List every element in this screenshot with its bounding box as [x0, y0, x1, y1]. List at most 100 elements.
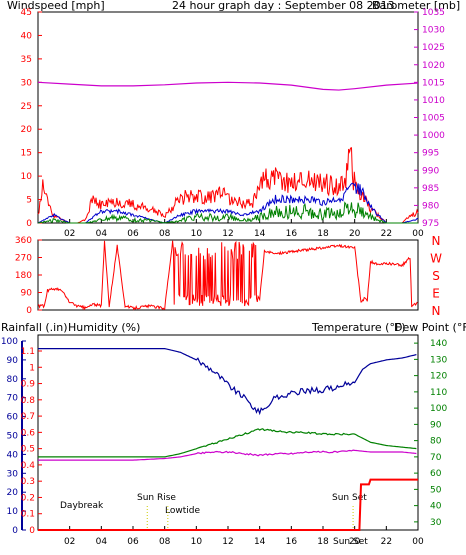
- compass-label: W: [430, 252, 442, 266]
- compass-label: S: [432, 269, 440, 283]
- x-tick-label: 22: [381, 537, 392, 547]
- rain-tick-label: 1: [29, 363, 35, 373]
- y-tick-label-left: 10: [21, 172, 33, 182]
- x-tick-label: 04: [96, 229, 108, 239]
- temperature-tick-label: 60: [430, 469, 442, 479]
- x-tick-label: 18: [317, 229, 329, 239]
- rain-tick-label: 0.7: [21, 412, 35, 422]
- x-tick-label: 10: [191, 229, 203, 239]
- humidity-tick-label: 30: [7, 469, 19, 479]
- wind-speed-line: [37, 201, 418, 224]
- humidity-tick-label: 40: [7, 450, 19, 460]
- y-tick-label-right: 980: [422, 201, 439, 211]
- humidity-axis-label: Humidity (%): [68, 321, 140, 334]
- temperature-tick-label: 30: [430, 518, 442, 528]
- wind-gust-line: [37, 147, 419, 224]
- humidity-tick-label: 70: [7, 394, 19, 404]
- compass-label: N: [432, 304, 441, 318]
- graph-title: 24 hour graph day : September 08 2013: [172, 0, 395, 12]
- lowtide-label: Lowtide: [165, 506, 200, 516]
- y-tick-label-right: 1020: [422, 61, 445, 71]
- x-tick-label: 10: [191, 537, 203, 547]
- y-tick-label-right: 1015: [422, 78, 445, 88]
- rain-tick-label: 0: [29, 526, 35, 536]
- rain-tick-label: 0.6: [21, 428, 36, 438]
- x-tick-label: 08: [159, 229, 171, 239]
- humidity-tick-label: 10: [7, 507, 19, 517]
- y-tick-label-right: 975: [422, 219, 439, 229]
- humidity-tick-label: 100: [1, 337, 18, 347]
- temperature-tick-label: 40: [430, 502, 442, 512]
- x-tick-label: 12: [222, 229, 233, 239]
- temperature-tick-label: 120: [430, 372, 447, 382]
- y-tick-label-left: 25: [21, 102, 32, 112]
- y-tick-label-left: 5: [26, 196, 32, 206]
- x-tick-label: 08: [159, 537, 171, 547]
- y-tick-label-left: 40: [21, 31, 33, 41]
- rain-tick-label: 0.8: [21, 396, 36, 406]
- barometer-line: [37, 81, 419, 91]
- temperature-tick-label: 130: [430, 355, 447, 365]
- direction-tick-label: 180: [15, 271, 32, 281]
- direction-tick-label: 90: [21, 289, 33, 299]
- rain-tick-label: 0.4: [21, 461, 36, 471]
- temperature-axis-label: Temperature (°F): [311, 321, 406, 334]
- compass-label: E: [432, 287, 440, 301]
- y-tick-label-right: 1010: [422, 96, 445, 106]
- rainfall-line: [38, 478, 418, 531]
- humidity-tick-label: 90: [7, 356, 19, 366]
- y-tick-label-left: 45: [21, 8, 32, 18]
- sunset-label: Sun Set: [332, 493, 367, 503]
- humidity-tick-label: 80: [7, 375, 19, 385]
- sunset-bottom-label: Sun Set: [333, 537, 368, 547]
- temperature-line: [38, 428, 417, 458]
- rain-tick-label: 0.2: [21, 493, 35, 503]
- x-tick-label: 18: [317, 537, 329, 547]
- x-tick-label: 06: [127, 537, 139, 547]
- x-tick-label: 02: [64, 537, 75, 547]
- x-tick-label: 22: [381, 229, 392, 239]
- y-tick-label-right: 1000: [422, 131, 445, 141]
- temperature-tick-label: 80: [430, 437, 442, 447]
- y-tick-label-left: 20: [21, 125, 33, 135]
- rain-tick-label: 0.1: [21, 510, 35, 520]
- temperature-tick-label: 70: [430, 453, 442, 463]
- x-tick-label: 04: [96, 537, 108, 547]
- y-tick-label-right: 995: [422, 149, 439, 159]
- rain-tick-label: 1.1: [21, 347, 35, 357]
- x-tick-label: 20: [349, 537, 361, 547]
- rain-tick-label: 0.5: [21, 445, 35, 455]
- humidity-tick-label: 0: [12, 526, 18, 536]
- x-tick-label: 14: [254, 229, 266, 239]
- x-tick-label: 20: [349, 229, 361, 239]
- y-tick-label-right: 1030: [422, 26, 445, 36]
- direction-tick-label: 360: [15, 236, 32, 246]
- x-tick-label: 00: [412, 537, 424, 547]
- dew_point-line: [38, 449, 417, 461]
- rain-axis-label: Rainfall (.in): [1, 321, 68, 334]
- humidity-tick-label: 60: [7, 413, 19, 423]
- chart-marks: 0510152025303540459759809859909951000100…: [1, 8, 448, 547]
- dewpoint-axis-label: Dew Point (°F): [394, 321, 466, 334]
- baro-axis-label: Barometer [mb]: [372, 0, 460, 12]
- temperature-tick-label: 50: [430, 485, 442, 495]
- x-tick-label: 16: [286, 229, 298, 239]
- direction-tick-label: 0: [26, 306, 32, 316]
- y-tick-label-right: 990: [422, 166, 439, 176]
- wind-average-line: [37, 182, 419, 224]
- wind-axis-label: Windspeed [mph]: [7, 0, 105, 12]
- x-tick-label: 02: [64, 229, 75, 239]
- y-tick-label-left: 35: [21, 55, 32, 65]
- humidity-tick-label: 20: [7, 488, 19, 498]
- humidity-line: [38, 348, 417, 416]
- x-tick-label: 14: [254, 537, 266, 547]
- temperature-tick-label: 100: [430, 404, 447, 414]
- sunrise-label: Sun Rise: [137, 493, 176, 503]
- x-tick-label: 06: [127, 229, 139, 239]
- wind-direction-line: [37, 240, 418, 311]
- rain-tick-label: 0.3: [21, 477, 35, 487]
- temperature-tick-label: 90: [430, 420, 442, 430]
- y-tick-label-left: 0: [26, 219, 32, 229]
- y-tick-label-right: 1025: [422, 43, 445, 53]
